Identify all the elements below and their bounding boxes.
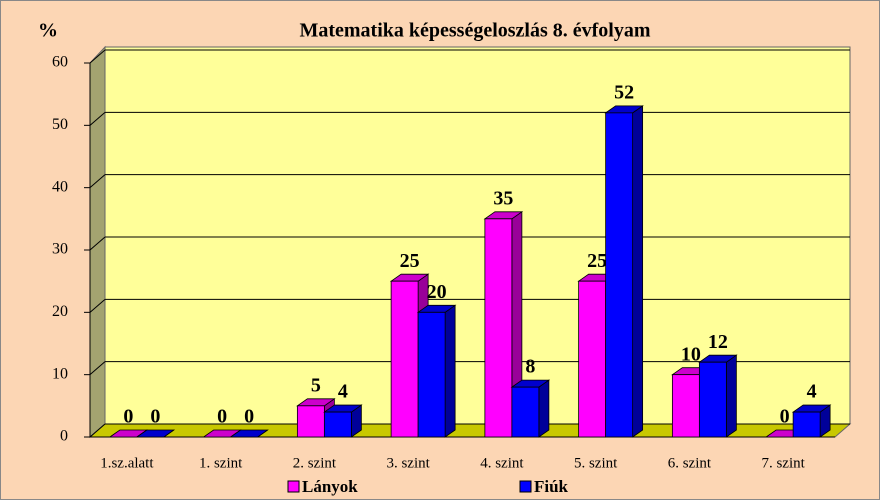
- legend-label: Fiúk: [534, 477, 569, 496]
- y-axis-label: %: [38, 20, 58, 42]
- value-label: 0: [217, 406, 227, 428]
- bar: [578, 280, 607, 438]
- value-label: 25: [400, 250, 420, 272]
- value-label: 25: [587, 250, 607, 272]
- y-tick-label: 10: [52, 365, 68, 382]
- legend-swatch: [519, 480, 532, 493]
- y-tick-label: 40: [52, 178, 68, 195]
- grid-line-side: [89, 298, 106, 313]
- grid-line-side: [89, 174, 106, 189]
- bar: [605, 112, 634, 438]
- bar: [390, 280, 419, 438]
- bar: [671, 374, 700, 438]
- x-tick-label: 5. szint: [574, 455, 618, 471]
- x-tick-label: 7. szint: [761, 455, 805, 471]
- value-label: 0: [780, 406, 790, 428]
- x-tick-label: 1.sz.alatt: [100, 455, 154, 471]
- bar: [484, 218, 513, 438]
- x-tick-label: 4. szint: [480, 455, 524, 471]
- value-label: 4: [338, 381, 348, 403]
- y-tick-label: 30: [52, 241, 68, 258]
- value-label: 20: [427, 281, 447, 303]
- value-label: 10: [681, 343, 701, 365]
- x-tick-label: 3. szint: [386, 455, 430, 471]
- side-wall: [89, 45, 106, 439]
- x-tick-label: 2. szint: [293, 455, 337, 471]
- chart-title: Matematika képességeloszlás 8. évfolyam: [299, 20, 650, 42]
- grid-line-side: [89, 111, 106, 126]
- back-wall: [104, 46, 851, 425]
- grid-line-side: [89, 423, 106, 438]
- bar: [698, 361, 727, 438]
- bar-side: [444, 304, 456, 438]
- bar: [511, 386, 540, 438]
- y-tick-label: 20: [52, 303, 68, 320]
- value-label: 52: [614, 81, 634, 103]
- value-label: 12: [708, 331, 728, 353]
- y-tick-label: 60: [52, 54, 68, 71]
- value-label: 0: [123, 406, 133, 428]
- legend-swatch: [287, 480, 300, 493]
- value-label: 8: [525, 356, 535, 378]
- bar-side: [725, 354, 737, 438]
- grid-line-side: [89, 236, 106, 251]
- x-tick-label: 1. szint: [199, 455, 243, 471]
- value-label: 0: [244, 406, 254, 428]
- bar-top: [135, 429, 176, 438]
- grid-line-side: [89, 49, 106, 64]
- y-tick-label: 50: [52, 116, 68, 133]
- y-tick-label: 0: [60, 428, 68, 445]
- value-label: 4: [807, 381, 817, 403]
- bar: [323, 411, 352, 438]
- bar: [417, 311, 446, 438]
- bar-side: [538, 379, 550, 438]
- legend-label: Lányok: [302, 477, 358, 496]
- bar: [792, 411, 821, 438]
- value-label: 35: [493, 187, 513, 209]
- x-tick-label: 6. szint: [668, 455, 712, 471]
- bar-side: [632, 105, 644, 438]
- value-label: 5: [311, 374, 321, 396]
- grid-line-side: [89, 361, 106, 376]
- value-label: 0: [150, 406, 160, 428]
- bar-top: [229, 429, 269, 438]
- bar: [296, 405, 325, 438]
